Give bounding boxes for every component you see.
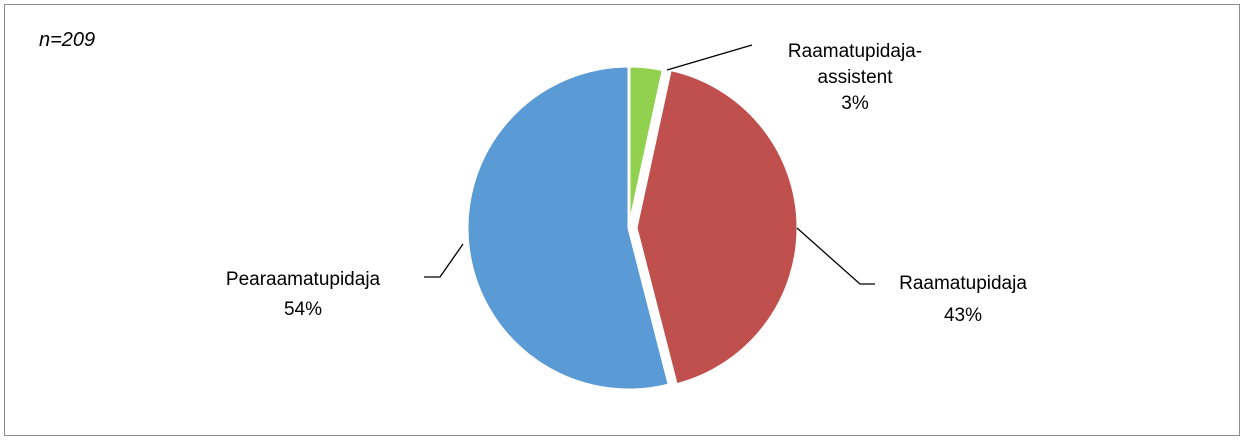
slice-category-label: Raamatupidaja- xyxy=(788,41,922,62)
data-labels: Raamatupidaja-assistent 3% Raamatupidaja 43… xyxy=(226,41,1027,326)
leader-lines xyxy=(424,44,875,285)
pie-slice-raamatupidaja xyxy=(634,68,800,387)
slice-category-label: Raamatupidaja xyxy=(899,273,1027,294)
pie-slices xyxy=(465,64,800,392)
slice-percent-label: 54% xyxy=(284,299,322,320)
slice-category-label: Pearaamatupidaja xyxy=(226,269,381,290)
slice-category-label: assistent xyxy=(818,67,894,88)
slice-percent-label: 43% xyxy=(944,305,982,326)
leader-line xyxy=(796,227,875,285)
sample-size-note: n=209 xyxy=(39,29,96,51)
leader-line xyxy=(666,44,753,71)
slice-percent-label: 3% xyxy=(841,93,869,114)
pie-slice-pearaamatupidaja xyxy=(465,64,671,392)
leader-line xyxy=(424,243,464,278)
